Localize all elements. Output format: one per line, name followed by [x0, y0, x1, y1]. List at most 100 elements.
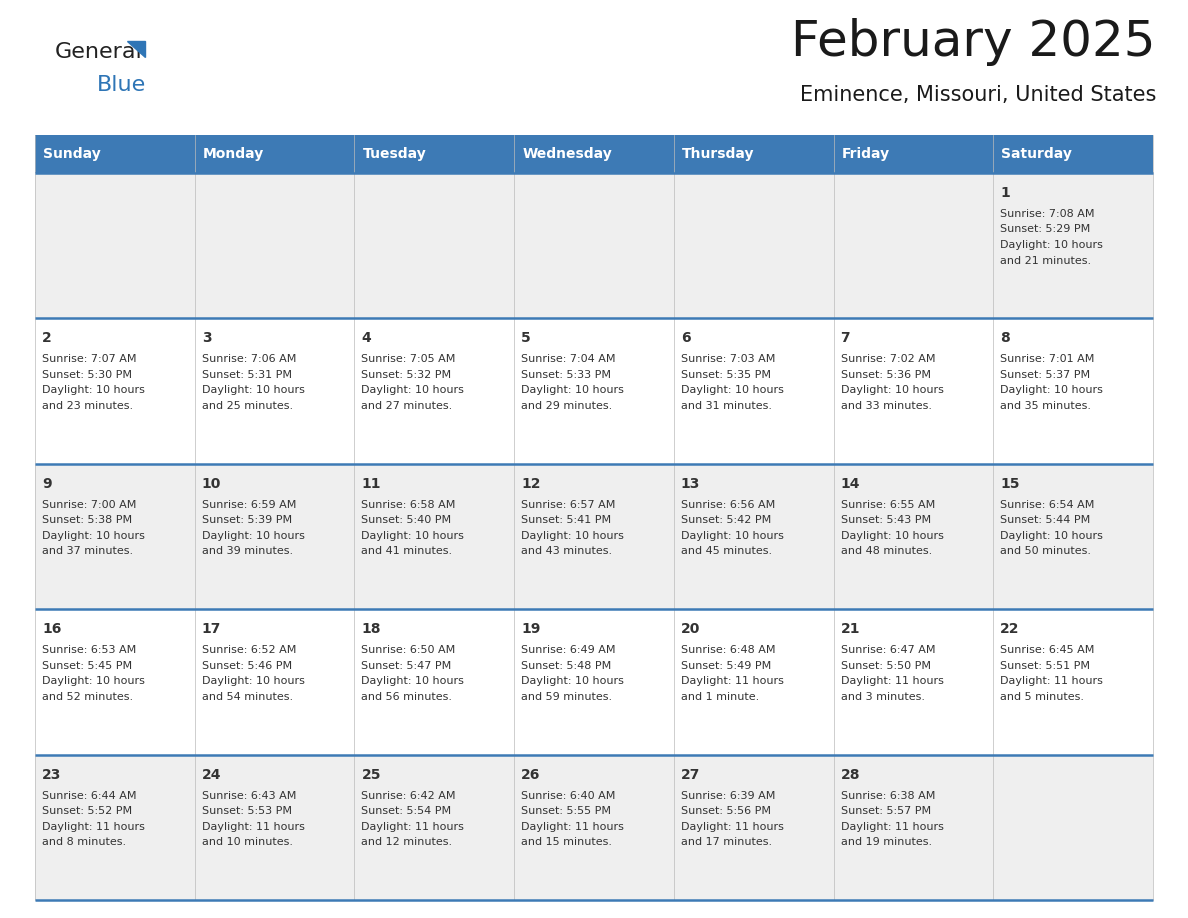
Text: Sunday: Sunday: [43, 147, 101, 161]
Bar: [34, 464, 195, 610]
Text: and 3 minutes.: and 3 minutes.: [841, 691, 924, 701]
Text: and 12 minutes.: and 12 minutes.: [361, 837, 453, 847]
Text: Daylight: 10 hours: Daylight: 10 hours: [1000, 386, 1104, 396]
Text: 5: 5: [522, 331, 531, 345]
Bar: [354, 755, 514, 900]
Text: and 15 minutes.: and 15 minutes.: [522, 837, 612, 847]
Text: Daylight: 11 hours: Daylight: 11 hours: [202, 822, 304, 832]
Text: Sunset: 5:49 PM: Sunset: 5:49 PM: [681, 661, 771, 671]
Bar: [834, 173, 993, 319]
Text: 20: 20: [681, 622, 700, 636]
Bar: [514, 464, 674, 610]
Text: 17: 17: [202, 622, 221, 636]
Text: Daylight: 11 hours: Daylight: 11 hours: [1000, 677, 1104, 686]
Text: Daylight: 11 hours: Daylight: 11 hours: [42, 822, 145, 832]
Text: Sunrise: 6:39 AM: Sunrise: 6:39 AM: [681, 790, 776, 800]
Text: Saturday: Saturday: [1001, 147, 1072, 161]
Bar: [195, 464, 354, 610]
Text: Wednesday: Wednesday: [523, 147, 612, 161]
Text: Sunrise: 6:53 AM: Sunrise: 6:53 AM: [42, 645, 137, 655]
Text: and 59 minutes.: and 59 minutes.: [522, 691, 612, 701]
Text: and 43 minutes.: and 43 minutes.: [522, 546, 612, 556]
Text: Sunset: 5:56 PM: Sunset: 5:56 PM: [681, 806, 771, 816]
Text: Sunrise: 6:38 AM: Sunrise: 6:38 AM: [841, 790, 935, 800]
Text: Sunset: 5:48 PM: Sunset: 5:48 PM: [522, 661, 612, 671]
Bar: [674, 755, 834, 900]
Text: and 8 minutes.: and 8 minutes.: [42, 837, 126, 847]
Text: 9: 9: [42, 476, 51, 491]
Text: Daylight: 10 hours: Daylight: 10 hours: [361, 531, 465, 541]
Text: Daylight: 10 hours: Daylight: 10 hours: [841, 386, 943, 396]
Text: and 41 minutes.: and 41 minutes.: [361, 546, 453, 556]
Text: 23: 23: [42, 767, 62, 781]
Bar: [354, 173, 514, 319]
Text: and 23 minutes.: and 23 minutes.: [42, 401, 133, 411]
Text: Sunset: 5:31 PM: Sunset: 5:31 PM: [202, 370, 292, 380]
Text: Sunset: 5:33 PM: Sunset: 5:33 PM: [522, 370, 611, 380]
Bar: [354, 610, 514, 755]
Text: 24: 24: [202, 767, 221, 781]
Bar: [195, 135, 354, 173]
Text: Sunset: 5:42 PM: Sunset: 5:42 PM: [681, 515, 771, 525]
Text: Sunrise: 7:08 AM: Sunrise: 7:08 AM: [1000, 209, 1095, 219]
Text: Daylight: 11 hours: Daylight: 11 hours: [361, 822, 465, 832]
Text: Daylight: 10 hours: Daylight: 10 hours: [361, 677, 465, 686]
Bar: [34, 319, 195, 464]
Text: Daylight: 10 hours: Daylight: 10 hours: [681, 386, 784, 396]
Bar: [514, 610, 674, 755]
Bar: [993, 173, 1154, 319]
Text: Sunset: 5:53 PM: Sunset: 5:53 PM: [202, 806, 292, 816]
Text: Sunrise: 7:06 AM: Sunrise: 7:06 AM: [202, 354, 296, 364]
Text: Sunrise: 6:42 AM: Sunrise: 6:42 AM: [361, 790, 456, 800]
Bar: [674, 173, 834, 319]
Text: and 45 minutes.: and 45 minutes.: [681, 546, 772, 556]
Text: Sunset: 5:51 PM: Sunset: 5:51 PM: [1000, 661, 1091, 671]
Text: Sunrise: 6:58 AM: Sunrise: 6:58 AM: [361, 499, 456, 509]
Polygon shape: [127, 41, 145, 58]
Text: Sunset: 5:38 PM: Sunset: 5:38 PM: [42, 515, 132, 525]
Text: and 1 minute.: and 1 minute.: [681, 691, 759, 701]
Text: and 31 minutes.: and 31 minutes.: [681, 401, 772, 411]
Text: 27: 27: [681, 767, 700, 781]
Text: Sunrise: 6:45 AM: Sunrise: 6:45 AM: [1000, 645, 1094, 655]
Text: Tuesday: Tuesday: [362, 147, 426, 161]
Bar: [34, 610, 195, 755]
Text: 14: 14: [841, 476, 860, 491]
Bar: [993, 319, 1154, 464]
Bar: [354, 319, 514, 464]
Bar: [514, 319, 674, 464]
Text: Sunrise: 7:05 AM: Sunrise: 7:05 AM: [361, 354, 456, 364]
Text: Sunrise: 6:44 AM: Sunrise: 6:44 AM: [42, 790, 137, 800]
Text: Sunset: 5:54 PM: Sunset: 5:54 PM: [361, 806, 451, 816]
Text: 19: 19: [522, 622, 541, 636]
Text: 25: 25: [361, 767, 381, 781]
Text: Sunset: 5:44 PM: Sunset: 5:44 PM: [1000, 515, 1091, 525]
Text: and 33 minutes.: and 33 minutes.: [841, 401, 931, 411]
Text: Sunrise: 6:40 AM: Sunrise: 6:40 AM: [522, 790, 615, 800]
Text: 26: 26: [522, 767, 541, 781]
Bar: [993, 135, 1154, 173]
Text: Sunset: 5:52 PM: Sunset: 5:52 PM: [42, 806, 132, 816]
Text: and 54 minutes.: and 54 minutes.: [202, 691, 292, 701]
Text: and 56 minutes.: and 56 minutes.: [361, 691, 453, 701]
Text: and 29 minutes.: and 29 minutes.: [522, 401, 612, 411]
Bar: [834, 610, 993, 755]
Text: Sunset: 5:57 PM: Sunset: 5:57 PM: [841, 806, 930, 816]
Bar: [674, 464, 834, 610]
Text: Sunset: 5:39 PM: Sunset: 5:39 PM: [202, 515, 292, 525]
Text: Monday: Monday: [203, 147, 264, 161]
Text: Sunset: 5:46 PM: Sunset: 5:46 PM: [202, 661, 292, 671]
Text: and 10 minutes.: and 10 minutes.: [202, 837, 292, 847]
Text: Sunrise: 6:48 AM: Sunrise: 6:48 AM: [681, 645, 776, 655]
Text: Sunset: 5:55 PM: Sunset: 5:55 PM: [522, 806, 611, 816]
Bar: [674, 319, 834, 464]
Text: Sunrise: 7:03 AM: Sunrise: 7:03 AM: [681, 354, 776, 364]
Text: Daylight: 10 hours: Daylight: 10 hours: [202, 386, 304, 396]
Text: Daylight: 10 hours: Daylight: 10 hours: [522, 531, 624, 541]
Text: Sunrise: 6:50 AM: Sunrise: 6:50 AM: [361, 645, 456, 655]
Text: Sunset: 5:43 PM: Sunset: 5:43 PM: [841, 515, 930, 525]
Text: Sunrise: 6:49 AM: Sunrise: 6:49 AM: [522, 645, 615, 655]
Bar: [34, 135, 195, 173]
Text: 2: 2: [42, 331, 52, 345]
Text: 10: 10: [202, 476, 221, 491]
